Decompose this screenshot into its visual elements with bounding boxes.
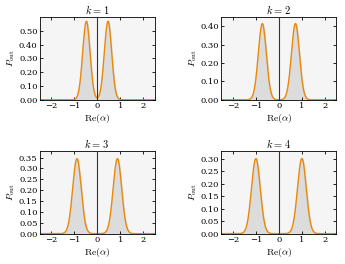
X-axis label: $\mathrm{Re}(\alpha)$: $\mathrm{Re}(\alpha)$ bbox=[84, 246, 110, 259]
Title: $k=\,1$: $k=\,1$ bbox=[85, 3, 110, 16]
Title: $k=\,3$: $k=\,3$ bbox=[85, 136, 110, 149]
X-axis label: $\mathrm{Re}(\alpha)$: $\mathrm{Re}(\alpha)$ bbox=[266, 246, 292, 259]
X-axis label: $\mathrm{Re}(\alpha)$: $\mathrm{Re}(\alpha)$ bbox=[84, 112, 110, 125]
Y-axis label: $P_{\mathrm{out}}$: $P_{\mathrm{out}}$ bbox=[187, 50, 199, 67]
Y-axis label: $P_{\mathrm{out}}$: $P_{\mathrm{out}}$ bbox=[5, 183, 17, 201]
Title: $k=\,4$: $k=\,4$ bbox=[266, 136, 292, 149]
Y-axis label: $P_{\mathrm{out}}$: $P_{\mathrm{out}}$ bbox=[5, 50, 17, 67]
Title: $k=\,2$: $k=\,2$ bbox=[266, 3, 292, 16]
X-axis label: $\mathrm{Re}(\alpha)$: $\mathrm{Re}(\alpha)$ bbox=[266, 112, 292, 125]
Y-axis label: $P_{\mathrm{out}}$: $P_{\mathrm{out}}$ bbox=[187, 183, 199, 201]
